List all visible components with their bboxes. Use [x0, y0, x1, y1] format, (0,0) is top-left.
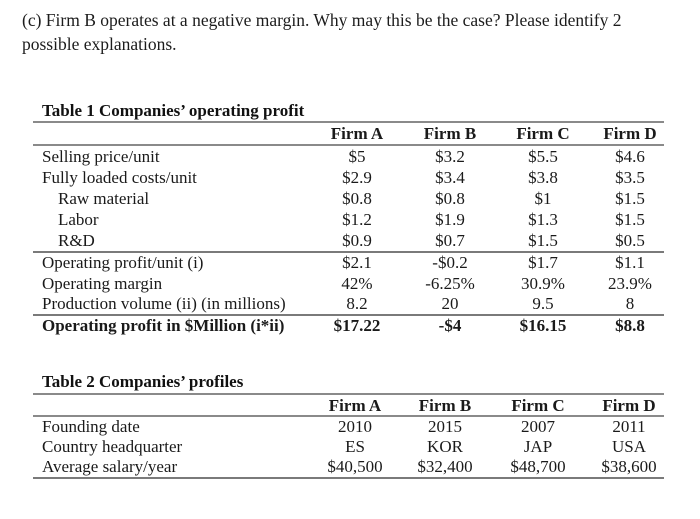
table-row: Operating profit/unit (i) $2.1 -$0.2 $1.…	[42, 252, 664, 273]
cell: 2007	[521, 417, 555, 436]
row-label: Operating margin	[42, 274, 163, 293]
cell: JAP	[523, 437, 553, 456]
column-header: Firm C	[511, 396, 565, 415]
cell: USA	[611, 437, 646, 456]
table2-title: Table 2 Companies’ profiles	[42, 372, 244, 391]
cell: $1.1	[615, 253, 645, 272]
table1-subtotal-rule	[33, 251, 664, 253]
table-row: R&D $0.9 $0.7 $1.5 $0.5	[42, 230, 664, 251]
cell: $0.5	[615, 231, 645, 250]
cell: $1.5	[615, 210, 645, 229]
cell: $3.5	[615, 168, 645, 187]
cell: $38,600	[601, 457, 657, 476]
cell: $1	[534, 189, 552, 208]
cell: $2.9	[342, 168, 372, 187]
row-label: Country headquarter	[42, 437, 183, 456]
table1-top-rule	[33, 121, 664, 123]
row-label: Selling price/unit	[42, 147, 160, 166]
cell: $17.22	[333, 316, 381, 335]
table2-bottom-rule	[33, 477, 664, 479]
cell: $0.7	[435, 231, 465, 250]
cell: ES	[345, 437, 365, 456]
cell: $3.2	[435, 147, 465, 166]
cell: $0.8	[342, 189, 372, 208]
cell: $1.3	[528, 210, 558, 229]
row-label: Founding date	[42, 417, 140, 436]
cell: 2010	[338, 417, 372, 436]
cell: $8.8	[615, 316, 645, 335]
cell: 20	[441, 294, 459, 313]
table-row: Fully loaded costs/unit $2.9 $3.4 $3.8 $…	[42, 167, 664, 188]
cell: $1.5	[615, 189, 645, 208]
cell: 2015	[428, 417, 462, 436]
table1-title: Table 1 Companies’ operating profit	[42, 101, 305, 120]
question-text: (c) Firm B operates at a negative margin…	[22, 10, 622, 54]
row-label: Fully loaded costs/unit	[42, 168, 197, 187]
cell: $5	[348, 147, 366, 166]
cell: $0.8	[435, 189, 465, 208]
table2-header-row: Firm A Firm B Firm C Firm D	[42, 395, 664, 416]
cell: $5.5	[528, 147, 558, 166]
table-row: Country headquarter ES KOR JAP USA	[42, 436, 664, 457]
cell: 23.9%	[608, 274, 652, 293]
cell: 9.5	[532, 294, 554, 313]
cell: $1.5	[528, 231, 558, 250]
table2-header-rule	[33, 415, 664, 417]
table-row: Founding date 2010 2015 2007 2011	[42, 416, 664, 437]
cell: $16.15	[519, 316, 567, 335]
column-header: Firm A	[328, 396, 382, 415]
cell: -6.25%	[425, 274, 475, 293]
cell: $1.9	[435, 210, 465, 229]
cell: $40,500	[327, 457, 383, 476]
column-header: Firm B	[418, 396, 472, 415]
cell: $2.1	[342, 253, 372, 272]
column-header: Firm D	[603, 124, 657, 143]
table-row: Labor $1.2 $1.9 $1.3 $1.5	[42, 209, 664, 230]
cell: 30.9%	[521, 274, 565, 293]
cell: 2011	[612, 417, 646, 436]
cell: -$0.2	[432, 253, 468, 272]
column-header: Firm C	[516, 124, 570, 143]
table1-header-rule	[33, 144, 664, 146]
column-header: Firm A	[330, 124, 384, 143]
cell: $4.6	[615, 147, 645, 166]
cell: 8.2	[346, 294, 368, 313]
table-row: Raw material $0.8 $0.8 $1 $1.5	[42, 188, 664, 209]
cell: KOR	[427, 437, 463, 456]
cell: -$4	[438, 316, 462, 335]
cell: $3.8	[528, 168, 558, 187]
row-label: Production volume (ii) (in millions)	[42, 294, 286, 313]
cell: $1.2	[342, 210, 372, 229]
table-row-total: Operating profit in $Million (i*ii) $17.…	[42, 315, 664, 336]
table-row: Operating margin 42% -6.25% 30.9% 23.9%	[42, 273, 664, 294]
cell: $0.9	[342, 231, 372, 250]
table1-header-row: Firm A Firm B Firm C Firm D	[42, 123, 664, 144]
row-label: Labor	[58, 210, 99, 229]
column-header: Firm D	[602, 396, 656, 415]
cell: $3.4	[435, 168, 465, 187]
cell: 42%	[341, 274, 373, 293]
row-label: Operating profit/unit (i)	[42, 253, 204, 272]
cell: $32,400	[417, 457, 473, 476]
table-row: Production volume (ii) (in millions) 8.2…	[42, 293, 664, 314]
table-row: Selling price/unit $5 $3.2 $5.5 $4.6	[42, 146, 664, 167]
table-row: Average salary/year $40,500 $32,400 $48,…	[42, 456, 664, 477]
row-label: Operating profit in $Million (i*ii)	[42, 316, 285, 335]
column-header: Firm B	[423, 124, 477, 143]
table1-total-rule	[33, 314, 664, 316]
row-label: Average salary/year	[42, 457, 178, 476]
row-label: R&D	[58, 231, 95, 250]
cell: 8	[625, 294, 635, 313]
row-label: Raw material	[58, 189, 150, 208]
table2-top-rule	[33, 393, 664, 395]
cell: $1.7	[528, 253, 558, 272]
cell: $48,700	[510, 457, 566, 476]
